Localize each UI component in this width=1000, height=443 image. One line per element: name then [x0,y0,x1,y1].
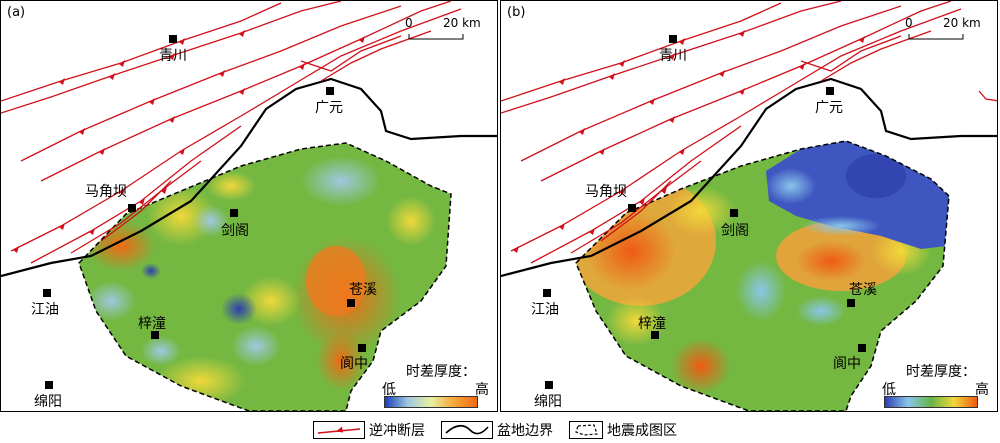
city-label-langzhong: 阆中 [833,356,861,372]
scale-bar-a [408,34,464,40]
legend-item-thrust-fault: 逆冲断层 [313,418,425,442]
city-label-majiaoba: 马角坝 [85,184,127,200]
city-label-qingchuan: 青川 [659,48,687,64]
map-legend: 逆冲断层 盆地边界 地震成图区 [313,418,683,442]
colorbar-high-b: 高 [975,382,989,398]
seismic-fill-a [79,143,451,411]
city-label-qingchuan: 青川 [159,48,187,64]
map-canvas-b [501,1,997,411]
basin-boundary-a [1,77,497,278]
city-label-jiange: 剑阁 [221,223,249,239]
seismic-fill-b [576,141,949,411]
city-label-cangxi: 苍溪 [349,282,377,298]
scale-zero-b: 0 [905,16,913,30]
scale-zero-a: 0 [405,16,413,30]
colorbar-low-b: 低 [882,382,896,398]
city-markers-b [543,35,866,389]
city-label-guangyuan: 广元 [815,100,843,116]
scale-dist-a: 20 km [443,16,481,30]
city-label-langzhong: 阆中 [340,356,368,372]
city-label-zitong: 梓潼 [138,316,166,332]
city-label-mianyang: 绵阳 [34,394,62,410]
legend-item-seismic-area: 地震成图区 [569,418,677,442]
map-panel-a: (a) 0 20 km 青川 广元 马角坝 剑阁 苍溪 江油 梓潼 阆中 绵阳 … [0,0,498,412]
basin-boundary-b [501,77,997,278]
city-label-jiangyou: 江油 [531,302,559,318]
scale-dist-b: 20 km [943,16,981,30]
thrust-fault-symbol [313,421,365,439]
city-label-jiange: 剑阁 [721,223,749,239]
colorbar-title-a: 时差厚度： [406,364,476,380]
seismic-area-symbol [569,421,603,439]
colorbar-a [384,396,478,408]
map-panel-b: (b) 0 20 km 青川 广元 马角坝 剑阁 苍溪 江油 梓潼 阆中 绵阳 … [500,0,998,412]
city-label-mianyang: 绵阳 [534,394,562,410]
city-label-cangxi: 苍溪 [849,282,877,298]
city-label-zitong: 梓潼 [638,316,666,332]
fault-teeth-b [513,30,865,253]
colorbar-high-a: 高 [475,382,489,398]
city-label-majiaoba: 马角坝 [585,184,627,200]
legend-label-basin-boundary: 盆地边界 [497,423,553,439]
seismic-area-outline-a [78,142,452,411]
scale-bar-b [908,34,964,40]
panel-label-a: (a) [7,5,26,20]
colorbar-title-b: 时差厚度： [906,364,976,380]
legend-item-basin-boundary: 盆地边界 [441,418,553,442]
city-markers-a [43,35,366,389]
seismic-area-outline-b [575,140,950,411]
legend-label-seismic-area: 地震成图区 [607,423,677,439]
fault-teeth-a [13,30,365,253]
colorbar-b [884,396,978,408]
legend-label-thrust-fault: 逆冲断层 [369,423,425,439]
city-label-guangyuan: 广元 [315,100,343,116]
basin-boundary-symbol [441,421,493,439]
map-canvas-a [1,1,497,411]
colorbar-low-a: 低 [382,382,396,398]
city-label-jiangyou: 江油 [31,302,59,318]
panel-label-b: (b) [507,5,526,20]
